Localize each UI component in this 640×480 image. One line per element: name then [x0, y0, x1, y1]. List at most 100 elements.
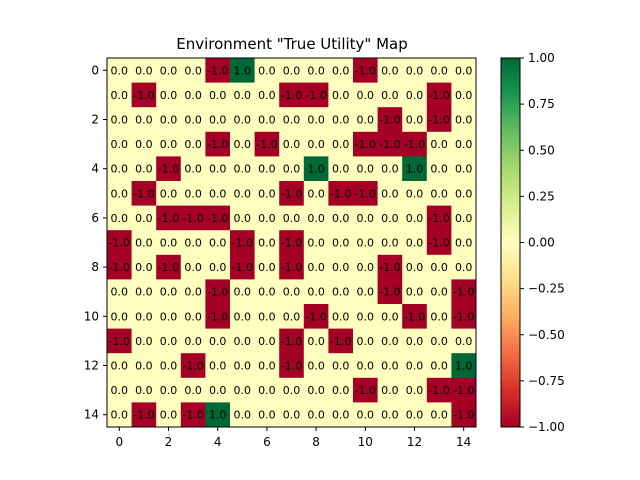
- heatmap-cell: [426, 402, 452, 428]
- heatmap-cell: [279, 131, 305, 157]
- cell-value-label: 0.0: [455, 212, 473, 225]
- x-tick-label: 6: [263, 435, 271, 449]
- cell-value-label: 0.0: [430, 335, 448, 348]
- cell-value-label: -1.0: [207, 310, 228, 323]
- cell-value-label: 0.0: [160, 138, 178, 151]
- heatmap-cell: [107, 328, 132, 354]
- cell-value-label: 0.0: [111, 384, 129, 397]
- heatmap-cell: [230, 402, 255, 428]
- x-tick-label: 10: [358, 435, 373, 449]
- heatmap-cell: [377, 131, 403, 157]
- cell-value-label: 0.0: [209, 187, 227, 200]
- heatmap-cell: [377, 205, 403, 231]
- cell-value-label: 0.0: [332, 163, 350, 176]
- cell-value-label: -1.0: [379, 261, 400, 274]
- heatmap-cell: [131, 254, 157, 280]
- cell-value-label: -1.0: [453, 409, 474, 422]
- cell-value-label: 0.0: [283, 409, 301, 422]
- cell-value-label: 0.0: [135, 384, 153, 397]
- heatmap-cell: [131, 279, 157, 305]
- cell-value-label: 0.0: [307, 114, 325, 127]
- cell-value-label: -1.0: [379, 138, 400, 151]
- cell-value-label: 0.0: [307, 237, 325, 250]
- heatmap-cell: [205, 82, 231, 108]
- heatmap-cell: [402, 279, 428, 305]
- heatmap-cell: [254, 402, 280, 428]
- heatmap-cell: [107, 353, 132, 379]
- cell-value-label: -1.0: [109, 261, 130, 274]
- cell-value-label: 0.0: [406, 286, 424, 299]
- heatmap-cell: [303, 328, 329, 354]
- heatmap-cell: [451, 107, 477, 133]
- cell-value-label: 0.0: [184, 335, 202, 348]
- cell-value-label: 0.0: [332, 114, 350, 127]
- cell-value-label: 0.0: [234, 310, 252, 323]
- cell-value-label: 0.0: [381, 89, 399, 102]
- heatmap-cell: [205, 58, 231, 83]
- heatmap-cell: [279, 353, 305, 379]
- cell-value-label: 0.0: [283, 138, 301, 151]
- heatmap-cell: [328, 328, 354, 354]
- cell-value-label: 1.0: [234, 64, 252, 77]
- cell-value-label: -1.0: [207, 286, 228, 299]
- heatmap-cell: [402, 353, 428, 379]
- cell-value-label: 0.0: [184, 384, 202, 397]
- cell-value-label: 0.0: [283, 310, 301, 323]
- cell-value-label: -1.0: [182, 212, 203, 225]
- cell-value-label: -1.0: [158, 261, 179, 274]
- heatmap-cell: [107, 82, 132, 108]
- heatmap-cell: [107, 156, 132, 182]
- cell-value-label: -1.0: [256, 138, 277, 151]
- heatmap-cell: [180, 254, 206, 280]
- heatmap-cell: [402, 82, 428, 108]
- cell-value-label: 0.0: [258, 89, 276, 102]
- colorbar-tick-label: 0.25: [528, 189, 555, 203]
- cell-value-label: 0.0: [357, 310, 375, 323]
- cell-value-label: 0.0: [406, 89, 424, 102]
- heatmap-cell: [107, 230, 132, 256]
- heatmap-cell: [156, 156, 182, 182]
- cell-value-label: 1.0: [209, 409, 227, 422]
- heatmap-cell: [353, 58, 378, 83]
- heatmap-cell: [353, 254, 378, 280]
- heatmap-cell: [205, 107, 231, 133]
- heatmap-cell: [279, 230, 305, 256]
- cell-value-label: 0.0: [357, 409, 375, 422]
- heatmap-cell: [230, 205, 255, 231]
- heatmap-cell: [303, 131, 329, 157]
- heatmap-cell: [279, 156, 305, 182]
- heatmap-cell: [279, 377, 305, 403]
- cell-value-label: 0.0: [111, 114, 129, 127]
- x-tick-label: 2: [165, 435, 173, 449]
- cell-value-label: 0.0: [430, 64, 448, 77]
- heatmap-cell: [230, 279, 255, 305]
- cell-value-label: 0.0: [430, 360, 448, 373]
- heatmap-cell: [328, 304, 354, 329]
- heatmap-cell: [180, 107, 206, 133]
- cell-value-label: 0.0: [307, 261, 325, 274]
- cell-value-label: 0.0: [455, 138, 473, 151]
- cell-value-label: 0.0: [430, 286, 448, 299]
- heatmap-cell: [353, 279, 378, 305]
- heatmap-cell: [328, 230, 354, 256]
- heatmap-cell: [328, 205, 354, 231]
- heatmap-cell: [180, 82, 206, 108]
- cell-value-label: 0.0: [332, 89, 350, 102]
- heatmap-cell: [205, 304, 231, 329]
- heatmap-cell: [230, 328, 255, 354]
- heatmap-cell: [353, 82, 378, 108]
- y-tick-label: 6: [91, 211, 99, 225]
- heatmap-cell: [279, 107, 305, 133]
- cell-value-label: 0.0: [135, 261, 153, 274]
- heatmap-cell: [205, 205, 231, 231]
- cell-value-label: -1.0: [109, 237, 130, 250]
- heatmap-cell: [131, 402, 157, 428]
- cell-value-label: -1.0: [207, 212, 228, 225]
- cell-value-label: -1.0: [133, 89, 154, 102]
- cell-value-label: 0.0: [406, 335, 424, 348]
- cell-value-label: -1.0: [207, 64, 228, 77]
- heatmap-cell: [353, 304, 378, 329]
- cell-value-label: -1.0: [428, 384, 449, 397]
- cell-value-label: 0.0: [135, 310, 153, 323]
- cell-value-label: -1.0: [453, 384, 474, 397]
